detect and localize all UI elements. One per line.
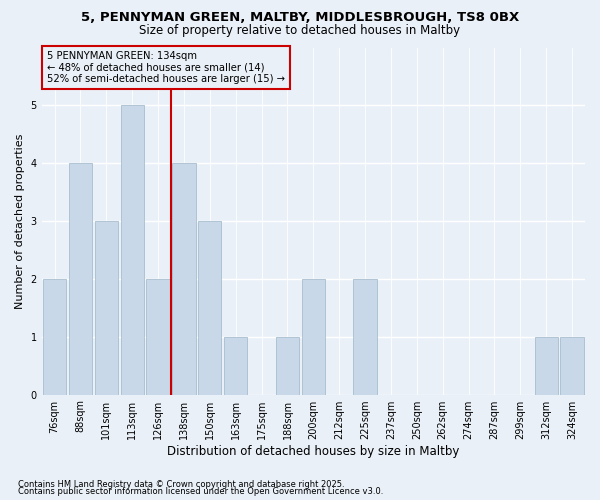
Bar	[302, 279, 325, 394]
Bar	[95, 221, 118, 394]
Bar	[198, 221, 221, 394]
Bar	[43, 279, 66, 394]
Y-axis label: Number of detached properties: Number of detached properties	[15, 134, 25, 308]
Text: 5, PENNYMAN GREEN, MALTBY, MIDDLESBROUGH, TS8 0BX: 5, PENNYMAN GREEN, MALTBY, MIDDLESBROUGH…	[81, 11, 519, 24]
Text: Size of property relative to detached houses in Maltby: Size of property relative to detached ho…	[139, 24, 461, 37]
Bar	[69, 163, 92, 394]
Bar	[535, 336, 558, 394]
Bar	[353, 279, 377, 394]
Bar	[172, 163, 196, 394]
X-axis label: Distribution of detached houses by size in Maltby: Distribution of detached houses by size …	[167, 444, 460, 458]
Bar	[276, 336, 299, 394]
Bar	[560, 336, 584, 394]
Text: Contains HM Land Registry data © Crown copyright and database right 2025.: Contains HM Land Registry data © Crown c…	[18, 480, 344, 489]
Text: Contains public sector information licensed under the Open Government Licence v3: Contains public sector information licen…	[18, 487, 383, 496]
Text: 5 PENNYMAN GREEN: 134sqm
← 48% of detached houses are smaller (14)
52% of semi-d: 5 PENNYMAN GREEN: 134sqm ← 48% of detach…	[47, 51, 285, 84]
Bar	[121, 106, 144, 395]
Bar	[224, 336, 247, 394]
Bar	[146, 279, 170, 394]
